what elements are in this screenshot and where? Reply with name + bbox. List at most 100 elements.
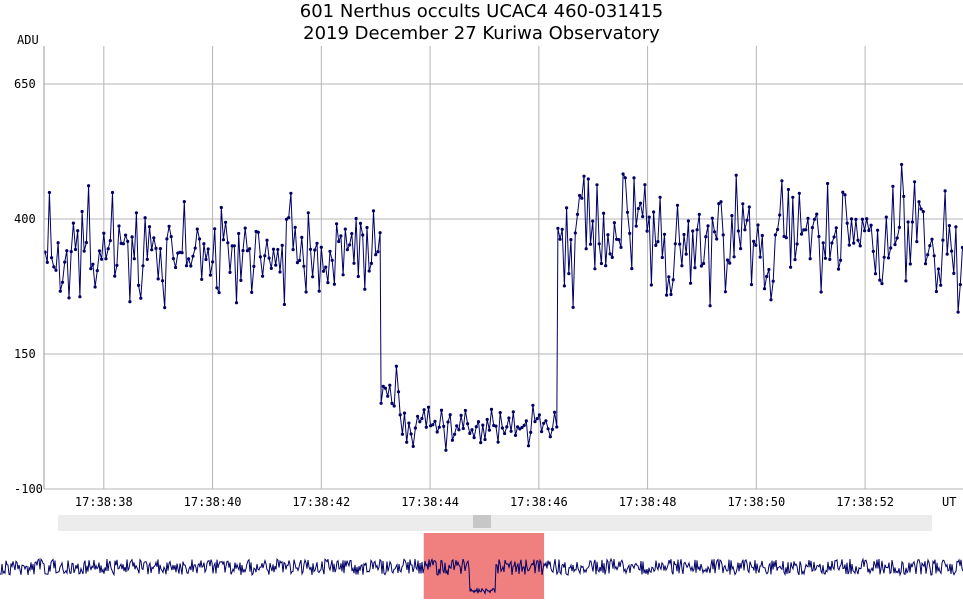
- data-point: [265, 238, 269, 242]
- data-point: [936, 267, 941, 271]
- data-point: [73, 247, 78, 252]
- data-point: [308, 247, 313, 251]
- data-point: [197, 237, 202, 241]
- data-point: [699, 264, 704, 268]
- data-point: [826, 181, 830, 186]
- data-point: [472, 436, 476, 440]
- data-point: [739, 247, 743, 251]
- data-point: [350, 232, 354, 236]
- data-point: [470, 428, 474, 432]
- data-point: [747, 205, 751, 209]
- data-point: [575, 212, 580, 216]
- overview-strip[interactable]: [0, 533, 963, 603]
- data-point: [760, 233, 764, 238]
- data-point: [390, 401, 394, 405]
- data-point: [886, 256, 891, 260]
- data-point: [756, 223, 760, 227]
- data-point: [485, 417, 489, 422]
- data-point: [498, 411, 502, 415]
- data-point: [730, 214, 734, 218]
- data-point: [211, 260, 215, 264]
- chart-title: 601 Nerthus occults UCAC4 460-031415: [299, 1, 664, 22]
- data-point: [542, 421, 546, 425]
- data-point: [354, 216, 358, 221]
- data-point: [537, 413, 542, 417]
- data-point: [252, 264, 256, 268]
- data-point: [921, 210, 925, 214]
- x-gridlines: [103, 46, 866, 489]
- data-point: [60, 280, 65, 284]
- data-point: [708, 304, 712, 308]
- data-point: [580, 196, 584, 200]
- x-tick-label: 17:38:42: [292, 495, 350, 509]
- data-point: [939, 283, 943, 287]
- y-axis-label: ADU: [17, 33, 39, 47]
- data-point: [104, 257, 108, 261]
- data-point: [293, 225, 297, 229]
- data-point: [704, 235, 708, 239]
- data-point: [908, 262, 912, 266]
- data-point: [544, 419, 548, 423]
- data-point: [584, 247, 588, 251]
- data-point: [132, 257, 136, 261]
- data-point: [444, 448, 448, 452]
- data-point: [47, 190, 52, 195]
- data-point: [680, 264, 684, 268]
- data-point: [728, 261, 732, 265]
- data-point: [758, 255, 762, 259]
- scrollbar-thumb[interactable]: [473, 515, 491, 528]
- data-point: [80, 209, 84, 214]
- data-point: [630, 267, 634, 271]
- time-scrollbar[interactable]: [58, 515, 932, 531]
- data-point: [725, 258, 730, 262]
- data-point: [932, 254, 936, 258]
- data-point: [897, 225, 902, 229]
- data-point: [806, 216, 810, 220]
- data-point: [745, 218, 749, 222]
- data-point: [895, 236, 899, 240]
- data-point: [453, 432, 457, 436]
- data-point: [191, 254, 195, 258]
- data-point: [952, 271, 956, 275]
- data-point: [571, 305, 575, 309]
- data-point: [302, 264, 306, 268]
- data-point: [815, 212, 819, 216]
- data-point: [836, 267, 841, 271]
- data-point: [228, 270, 232, 274]
- data-point: [71, 221, 75, 225]
- data-point: [280, 243, 284, 247]
- data-point: [791, 195, 795, 199]
- data-point: [258, 255, 262, 259]
- data-point: [256, 230, 260, 234]
- data-point: [604, 264, 608, 268]
- data-point: [832, 235, 836, 239]
- data-point: [339, 234, 343, 238]
- x-tick-label: 17:38:44: [401, 495, 459, 509]
- data-point: [712, 230, 717, 234]
- data-point: [906, 220, 910, 224]
- data-point: [588, 242, 593, 246]
- data-point: [854, 217, 858, 221]
- data-point: [915, 240, 919, 244]
- data-point: [187, 257, 191, 261]
- data-point: [882, 255, 886, 259]
- data-point: [95, 269, 99, 273]
- data-point: [461, 426, 465, 431]
- data-point: [682, 232, 686, 237]
- data-point: [943, 189, 947, 193]
- data-point: [54, 268, 58, 272]
- data-point: [411, 444, 415, 448]
- data-point: [710, 216, 714, 220]
- data-point: [509, 429, 513, 433]
- data-point: [204, 257, 208, 262]
- data-point: [87, 184, 91, 188]
- data-point: [383, 386, 388, 390]
- data-point: [550, 427, 555, 431]
- data-point: [610, 255, 614, 259]
- data-point: [752, 239, 756, 243]
- data-point: [326, 281, 330, 285]
- data-point: [578, 193, 582, 198]
- data-point: [50, 256, 54, 260]
- data-point: [553, 410, 557, 414]
- data-point: [958, 283, 962, 287]
